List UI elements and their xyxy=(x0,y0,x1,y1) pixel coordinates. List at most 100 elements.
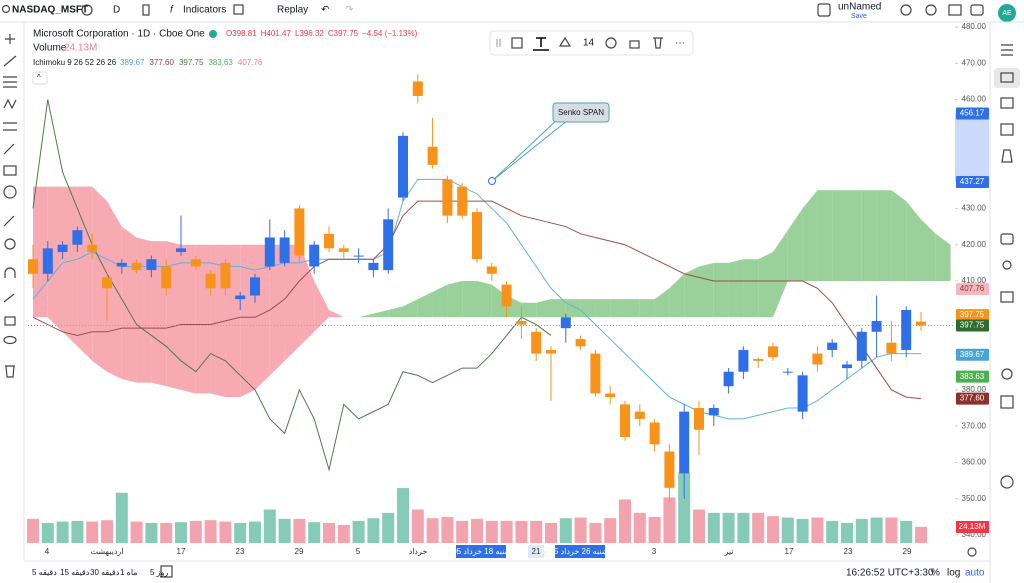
candle-body xyxy=(605,393,616,398)
font-size[interactable]: 14 xyxy=(583,38,595,49)
range-button[interactable]: 5 روز xyxy=(150,568,168,577)
layout-name[interactable]: unNamed xyxy=(838,2,881,13)
candle-body xyxy=(457,186,468,216)
volume-bar xyxy=(397,488,409,543)
layout-icon[interactable] xyxy=(817,3,831,17)
percent-toggle[interactable]: % xyxy=(931,568,940,579)
emoji-tool[interactable] xyxy=(3,185,17,199)
trendline-tool[interactable] xyxy=(3,55,17,67)
settings-btn[interactable] xyxy=(605,37,617,49)
cloud xyxy=(728,259,744,318)
template-btn[interactable] xyxy=(511,37,523,49)
redo[interactable]: ↷ xyxy=(345,5,354,16)
goto-date[interactable] xyxy=(160,565,173,578)
settings-icon[interactable] xyxy=(925,4,937,16)
plot: 340.00350.00360.00370.00380.00390.00400.… xyxy=(27,22,989,558)
cloud xyxy=(610,299,625,318)
candle-body xyxy=(856,331,867,361)
volume-legend: Volume xyxy=(33,43,67,54)
zoom-tool[interactable] xyxy=(4,238,16,250)
fib-tool[interactable] xyxy=(3,76,17,88)
ideas-icon[interactable] xyxy=(1000,291,1014,303)
magnet-tool[interactable] xyxy=(4,267,16,278)
settings-sidebar[interactable] xyxy=(1001,368,1013,380)
range-button[interactable]: 5 دقیقه xyxy=(32,568,57,577)
undo[interactable]: ↶ xyxy=(321,5,329,16)
search-icon[interactable] xyxy=(1,4,11,14)
trash-tool[interactable] xyxy=(5,365,15,378)
news-icon[interactable] xyxy=(1000,97,1014,109)
candle-body xyxy=(427,146,438,165)
fullscreen-icon[interactable] xyxy=(948,4,962,16)
log-toggle[interactable]: log xyxy=(947,568,960,579)
collapse-legend[interactable] xyxy=(32,71,48,85)
interval[interactable]: D xyxy=(113,5,120,16)
replay-button[interactable]: Replay xyxy=(277,5,308,16)
anchor-point[interactable] xyxy=(488,177,496,185)
crosshair-tool[interactable] xyxy=(5,34,15,44)
delete-btn[interactable] xyxy=(653,37,663,49)
drag-handle[interactable] xyxy=(496,39,501,47)
x-tick-label: 29 xyxy=(295,547,304,556)
fill-btn[interactable] xyxy=(558,36,572,47)
volume-bar xyxy=(500,520,513,543)
avatar[interactable] xyxy=(998,4,1016,22)
lock-btn[interactable] xyxy=(629,40,640,49)
candle-body xyxy=(916,321,926,326)
more-btn[interactable]: ··· xyxy=(675,38,685,49)
calendar-icon[interactable] xyxy=(1000,123,1014,136)
candle-body xyxy=(871,320,882,332)
cloud xyxy=(477,281,492,318)
text-tool[interactable] xyxy=(3,165,17,176)
snapshot-icon[interactable] xyxy=(970,4,984,16)
forecast-tool[interactable] xyxy=(3,122,17,131)
cloud xyxy=(565,299,581,318)
range-button[interactable]: 15 دقیقه xyxy=(60,568,90,577)
price-label: 437.27 xyxy=(960,177,985,186)
callout-box[interactable] xyxy=(552,102,610,123)
volume-bar xyxy=(471,518,483,543)
pattern-tool[interactable] xyxy=(3,98,17,110)
price-label: 383.63 xyxy=(960,372,985,381)
details-icon[interactable] xyxy=(1000,72,1014,83)
candle-body xyxy=(827,342,838,350)
watchlist-icon[interactable] xyxy=(1001,44,1013,56)
zoom-icon[interactable] xyxy=(900,4,912,16)
volume-bar xyxy=(826,520,839,543)
candle-body xyxy=(472,212,482,260)
volume-bar xyxy=(219,521,232,543)
draw-mode-tool[interactable] xyxy=(3,293,15,303)
candle-body xyxy=(324,233,334,249)
volume-bar xyxy=(189,520,202,543)
theme-icon[interactable] xyxy=(1000,475,1014,489)
symbol[interactable]: NASDAQ_MSFT xyxy=(12,5,88,16)
range-highlight xyxy=(528,545,544,558)
save-label[interactable]: Save xyxy=(851,13,867,20)
templates-icon[interactable] xyxy=(233,4,244,15)
indicators-button[interactable]: Indicators xyxy=(183,5,226,16)
candle-body xyxy=(294,208,305,256)
candle-body xyxy=(42,248,53,274)
alerts-icon[interactable] xyxy=(1001,149,1013,163)
volume-bar xyxy=(915,526,927,543)
x-tick-label: تیر xyxy=(723,547,733,556)
range-button[interactable]: 30 دقیقه xyxy=(90,568,120,577)
axis-settings[interactable] xyxy=(967,547,977,557)
chart-type-icon[interactable] xyxy=(142,4,150,16)
lock-tool[interactable] xyxy=(4,316,16,326)
cloud xyxy=(299,244,315,347)
help-icon[interactable] xyxy=(1000,395,1014,409)
y-tick-label: 370.00 xyxy=(962,421,987,430)
text-color-btn[interactable] xyxy=(533,37,549,51)
profile-icon[interactable] xyxy=(1002,260,1012,270)
ruler-tool[interactable] xyxy=(3,215,15,227)
price-label: 397.75 xyxy=(960,321,985,330)
cloud xyxy=(403,299,418,318)
auto-toggle[interactable]: auto xyxy=(965,568,985,579)
hide-tool[interactable] xyxy=(3,335,17,345)
brush-tool[interactable] xyxy=(3,143,15,155)
x-tick-label: 3 xyxy=(652,547,657,556)
wallet-icon[interactable] xyxy=(1000,233,1014,245)
range-button[interactable]: 1 ماه xyxy=(120,568,138,577)
add-symbol[interactable] xyxy=(81,4,93,16)
